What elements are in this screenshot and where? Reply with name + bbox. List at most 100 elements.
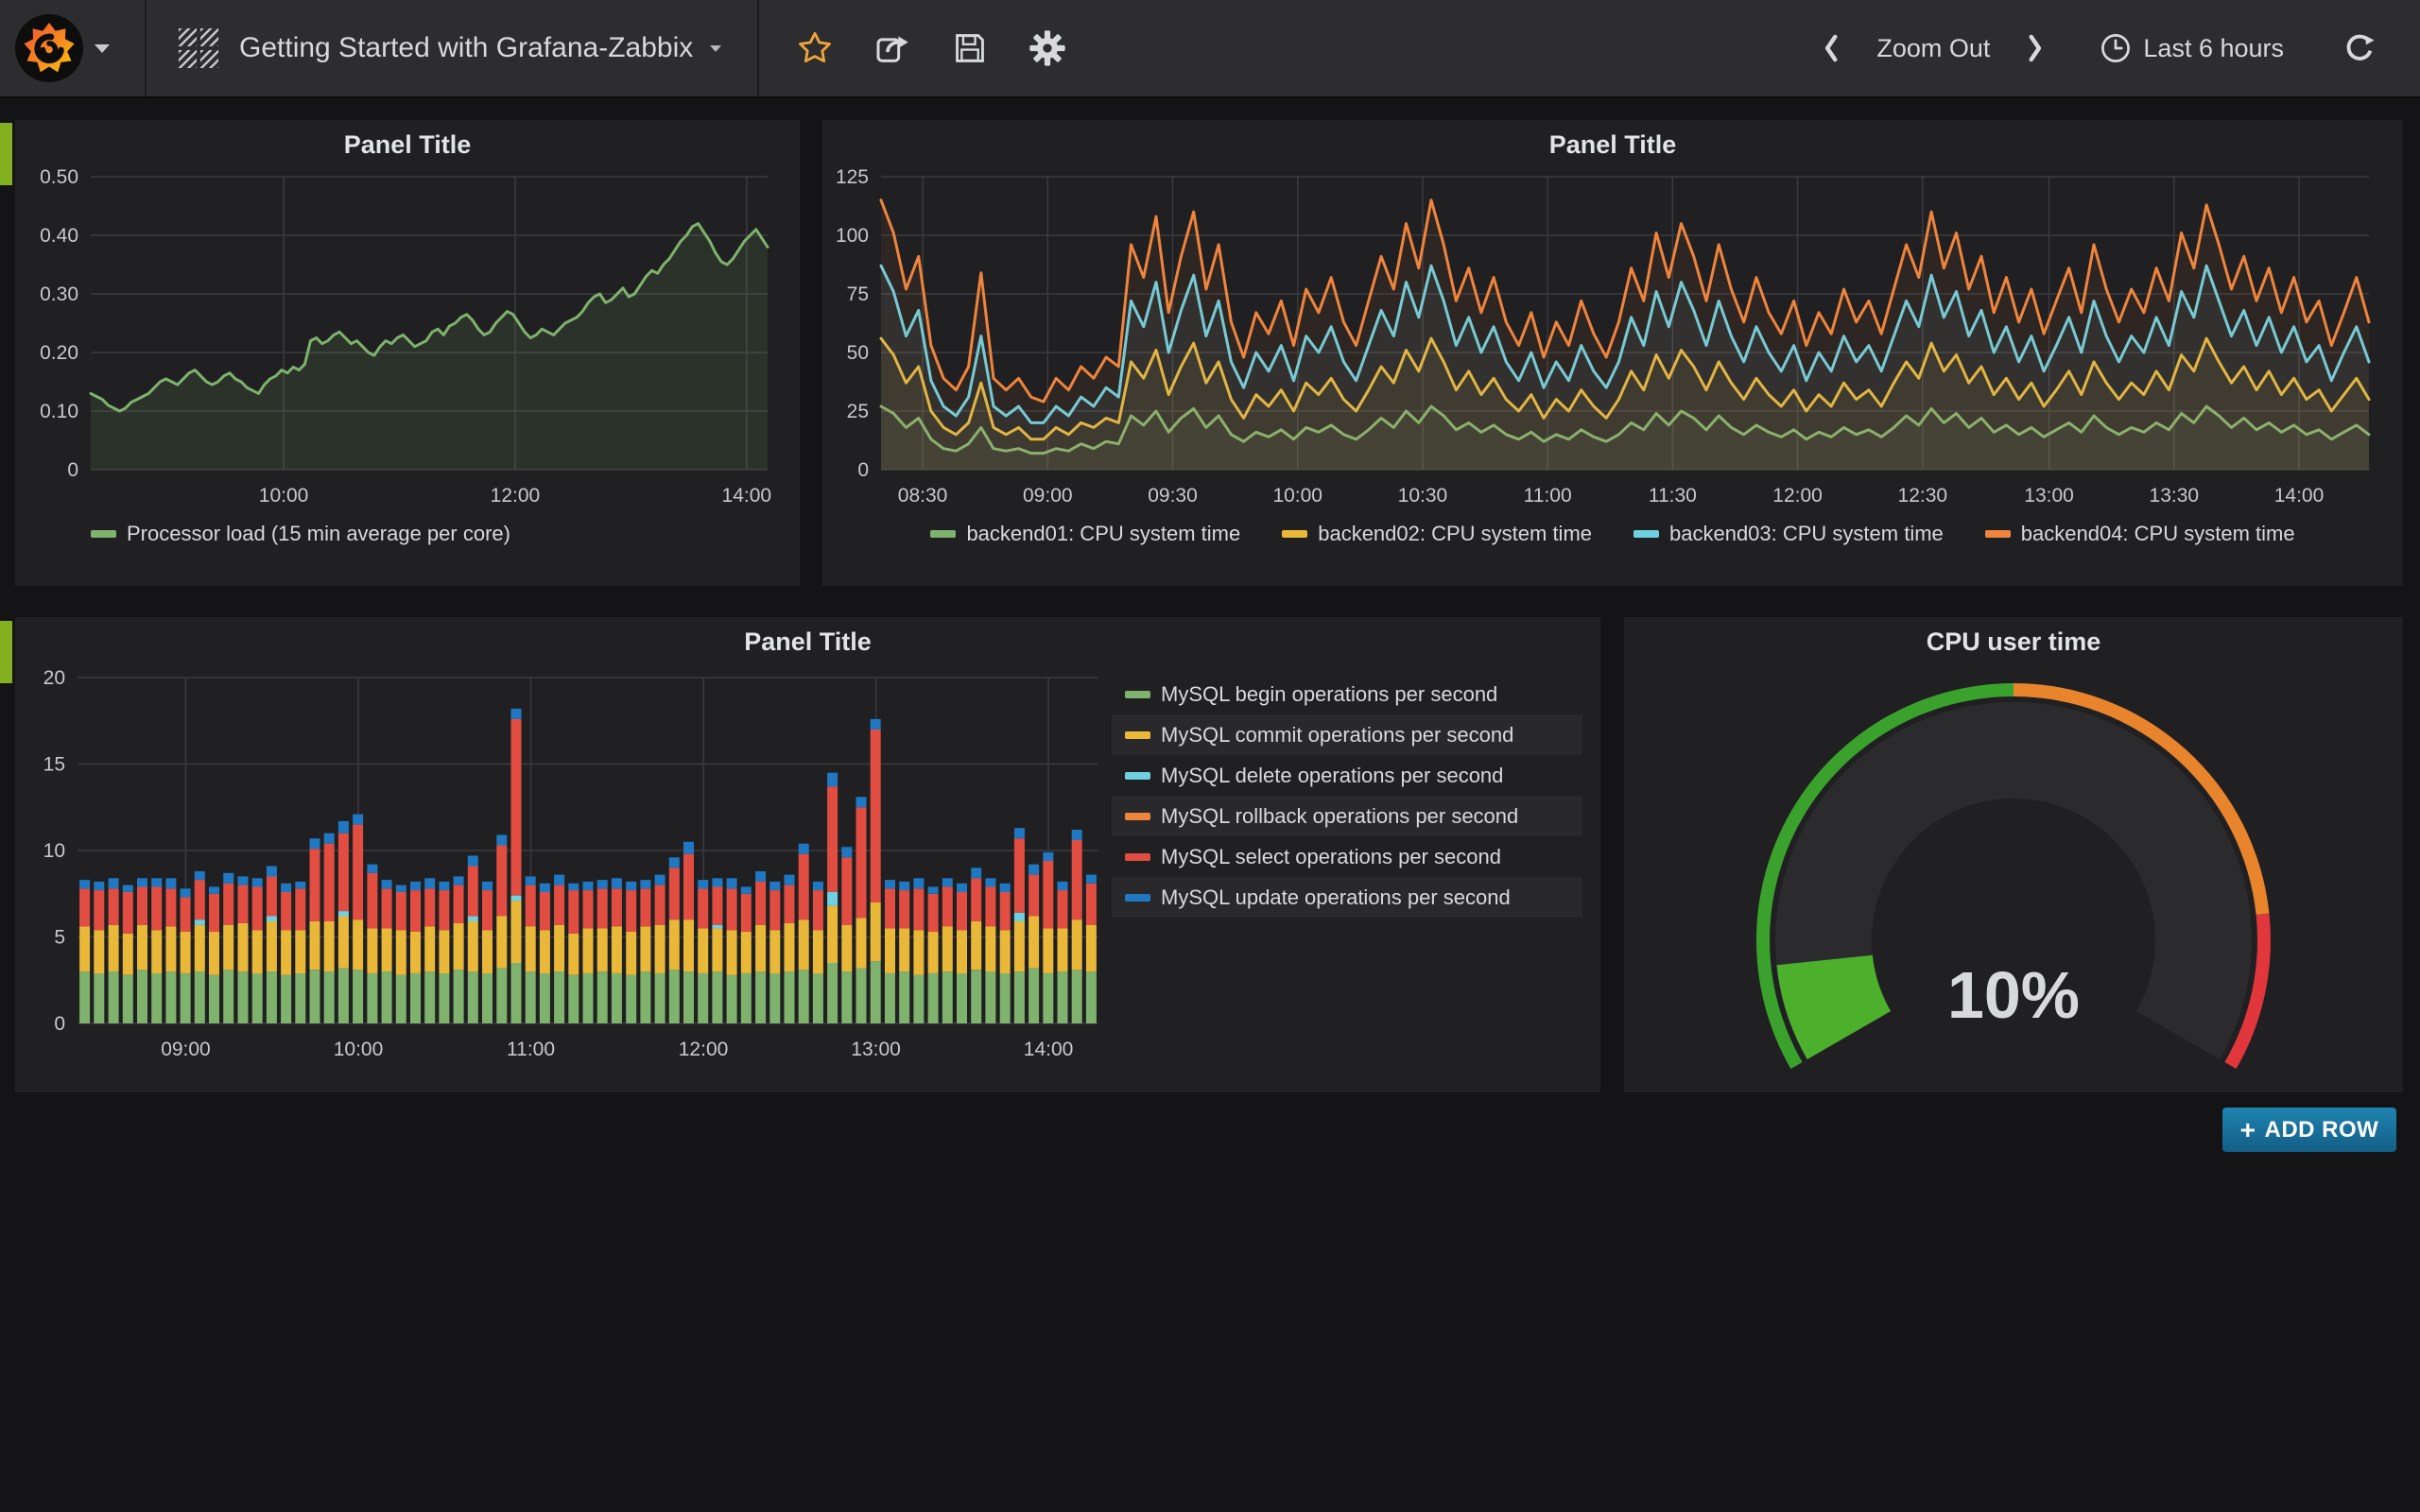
svg-text:08:30: 08:30	[898, 485, 948, 507]
legend-label: backend04: CPU system time	[2020, 522, 2295, 545]
panel-title[interactable]: Panel Title	[343, 130, 472, 159]
legend-swatch-icon	[1125, 893, 1150, 902]
svg-text:11:30: 11:30	[1649, 485, 1697, 507]
svg-text:0: 0	[67, 459, 78, 481]
svg-text:13:30: 13:30	[2150, 485, 2200, 507]
svg-text:0.50: 0.50	[40, 167, 78, 188]
legend-label: backend01: CPU system time	[966, 522, 1241, 545]
legend-item-mysql-select-operations-per-second[interactable]: MySQL select operations per second	[1112, 836, 1582, 877]
panel-title[interactable]: Panel Title	[1548, 130, 1677, 159]
legend-swatch-icon	[1125, 730, 1150, 739]
svg-text:25: 25	[847, 401, 869, 422]
settings-button[interactable]	[1009, 0, 1086, 96]
svg-text:15: 15	[43, 754, 65, 776]
legend-swatch-icon	[1984, 530, 2011, 538]
svg-text:10:30: 10:30	[1398, 485, 1448, 507]
refresh-button[interactable]	[2325, 0, 2394, 96]
legend-item-backend03-cpu-system-time[interactable]: backend03: CPU system time	[1634, 522, 1944, 546]
svg-text:75: 75	[847, 284, 869, 305]
save-button[interactable]	[931, 0, 1009, 96]
gear-icon	[1029, 30, 1065, 66]
svg-text:0.30: 0.30	[40, 284, 78, 305]
panel-cpu-user-time: CPU user time 10%	[1624, 617, 2403, 1092]
svg-text:09:00: 09:00	[161, 1039, 211, 1060]
clock-icon	[2101, 34, 2131, 62]
plus-icon: +	[2239, 1114, 2256, 1144]
legend-label: MySQL update operations per second	[1161, 885, 1511, 909]
legend-label: MySQL rollback operations per second	[1161, 803, 1519, 828]
svg-text:10:00: 10:00	[259, 485, 309, 507]
legend-item-backend04-cpu-system-time[interactable]: backend04: CPU system time	[1984, 522, 2295, 546]
star-button[interactable]	[776, 0, 854, 96]
zoom-out-right-button[interactable]	[2007, 0, 2062, 96]
share-icon	[876, 36, 908, 62]
svg-text:11:00: 11:00	[1524, 485, 1572, 507]
panel-mysql-operations: Panel Title 09:00 10:00 11:00 12:00 13:00 14:…	[15, 617, 1600, 1092]
panel-cpu-system-time: Panel Title 08:30 09:00 09:30 10:00 10:30 11:…	[822, 120, 2403, 586]
dashboard-picker[interactable]: Getting Started with Grafana-Zabbix	[147, 0, 757, 96]
legend-item-mysql-rollback-operations-per-second[interactable]: MySQL rollback operations per second	[1112, 796, 1582, 836]
add-row-button[interactable]: + ADD ROW	[2222, 1108, 2396, 1152]
legend-item-mysql-update-operations-per-second[interactable]: MySQL update operations per second	[1112, 877, 1582, 918]
legend-swatch-icon	[1125, 812, 1150, 820]
panel-title[interactable]: CPU user time	[1926, 627, 2101, 656]
svg-text:50: 50	[847, 342, 869, 364]
navbar: Getting Started with Grafana-Zabbix	[0, 0, 2420, 98]
zoom-out-button[interactable]: Zoom Out	[1859, 0, 2007, 96]
svg-text:10: 10	[43, 840, 65, 862]
zoom-out-label: Zoom Out	[1876, 33, 1991, 62]
dashboard-grid-icon	[179, 28, 218, 68]
svg-text:14:00: 14:00	[2274, 485, 2325, 507]
legend-label: MySQL begin operations per second	[1161, 681, 1498, 706]
time-range-button[interactable]: Last 6 hours	[2083, 0, 2301, 96]
zoom-out-left-button[interactable]	[1805, 0, 1859, 96]
chevron-right-icon	[2029, 34, 2042, 62]
legend-item-backend01-cpu-system-time[interactable]: backend01: CPU system time	[930, 522, 1240, 546]
add-row-label: ADD ROW	[2264, 1116, 2379, 1143]
legend-swatch-icon	[1282, 530, 1308, 538]
svg-text:20: 20	[43, 667, 65, 689]
chevron-left-icon	[1825, 34, 1838, 62]
grafana-menu[interactable]	[0, 0, 147, 96]
processor-load-chart[interactable]: 10:00 12:00 14:00 0 0.10 0.20 0.30 0.40 0.50	[15, 166, 785, 513]
legend-label: backend03: CPU system time	[1669, 522, 1944, 545]
row-toggle-strip[interactable]	[0, 123, 12, 185]
legend-item-mysql-delete-operations-per-second[interactable]: MySQL delete operations per second	[1112, 755, 1582, 796]
time-range-label: Last 6 hours	[2143, 33, 2284, 62]
svg-text:5: 5	[54, 927, 65, 949]
chevron-down-icon	[710, 44, 722, 52]
legend-item-backend02-cpu-system-time[interactable]: backend02: CPU system time	[1282, 522, 1592, 546]
legend-label: MySQL commit operations per second	[1161, 722, 1514, 747]
cpu-user-time-gauge: 10%	[1755, 683, 2271, 1069]
svg-text:0: 0	[857, 459, 869, 481]
svg-text:14:00: 14:00	[1024, 1039, 1074, 1060]
svg-text:10%: 10%	[1947, 958, 2080, 1032]
legend-swatch-icon	[1634, 530, 1659, 538]
legend-swatch-icon	[1125, 771, 1150, 780]
legend-item-mysql-commit-operations-per-second[interactable]: MySQL commit operations per second	[1112, 714, 1582, 755]
svg-text:11:00: 11:00	[507, 1039, 555, 1060]
legend-label: Processor load (15 min average per core)	[127, 522, 510, 545]
svg-text:12:00: 12:00	[1772, 485, 1823, 507]
mysql-ops-chart[interactable]: 09:00 10:00 11:00 12:00 13:00 14:00 0 5 10 15 20	[15, 664, 1112, 1071]
legend-item-mysql-begin-operations-per-second[interactable]: MySQL begin operations per second	[1112, 674, 1582, 714]
grafana-logo-icon	[15, 14, 83, 82]
svg-text:0: 0	[54, 1013, 65, 1035]
legend: Processor load (15 min average per core)	[15, 522, 800, 546]
svg-text:12:30: 12:30	[1898, 485, 1948, 507]
svg-text:12:00: 12:00	[491, 485, 541, 507]
legend-swatch-icon	[1125, 690, 1150, 698]
legend-label: MySQL delete operations per second	[1161, 763, 1504, 787]
row-toggle-strip[interactable]	[0, 621, 12, 683]
svg-text:100: 100	[836, 225, 869, 247]
legend: MySQL begin operations per second MySQL c…	[1112, 674, 1582, 1071]
legend-item-processor-load-15-min-average-per-core[interactable]: Processor load (15 min average per core)	[91, 522, 510, 546]
svg-text:10:00: 10:00	[334, 1039, 384, 1060]
cpu-system-chart[interactable]: 08:30 09:00 09:30 10:00 10:30 11:00 11:30 12:00…	[822, 166, 2388, 513]
navbar-divider	[757, 0, 760, 97]
svg-text:12:00: 12:00	[679, 1039, 729, 1060]
panel-title[interactable]: Panel Title	[744, 627, 872, 656]
legend-label: backend02: CPU system time	[1318, 522, 1592, 545]
share-button[interactable]	[854, 0, 931, 96]
svg-text:09:00: 09:00	[1023, 485, 1073, 507]
